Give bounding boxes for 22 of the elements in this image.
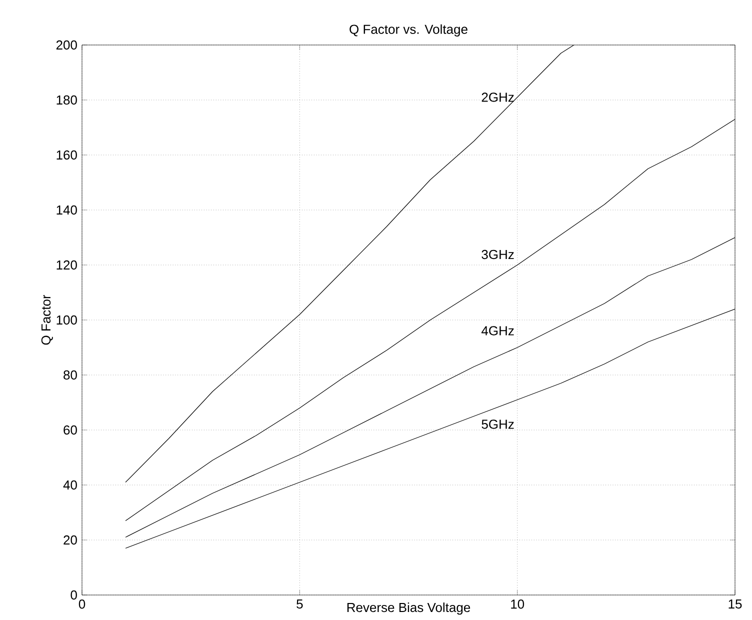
y-tick-label: 140: [56, 205, 77, 215]
y-axis-title: Q Factor: [41, 294, 53, 345]
y-tick-label: 200: [56, 40, 77, 50]
series-label: 4GHz: [481, 326, 514, 336]
x-tick-label: 5: [296, 600, 303, 609]
x-tick-label: 15: [728, 600, 742, 609]
y-tick-label: 120: [56, 260, 77, 270]
y-tick-label: 20: [64, 535, 77, 545]
series-label: 3GHz: [482, 250, 514, 260]
y-tick-label: 40: [63, 480, 77, 490]
y-tick-label: 80: [64, 370, 77, 380]
x-tick-label: 0: [78, 600, 86, 609]
series-label: 2GHz: [482, 92, 514, 102]
x-tick-label: 10: [511, 600, 524, 609]
y-tick-label: 60: [64, 425, 77, 435]
y-tick-label: 100: [56, 315, 77, 325]
y-tick-label: 160: [56, 150, 77, 160]
x-axis-title: Reverse Bias Voltage: [347, 602, 470, 615]
chart-title: Q Factor vs. Voltage: [350, 24, 468, 36]
y-tick-label: 0: [70, 590, 77, 600]
series-label: 5GHz: [482, 420, 514, 429]
y-tick-label: 180: [56, 95, 77, 105]
